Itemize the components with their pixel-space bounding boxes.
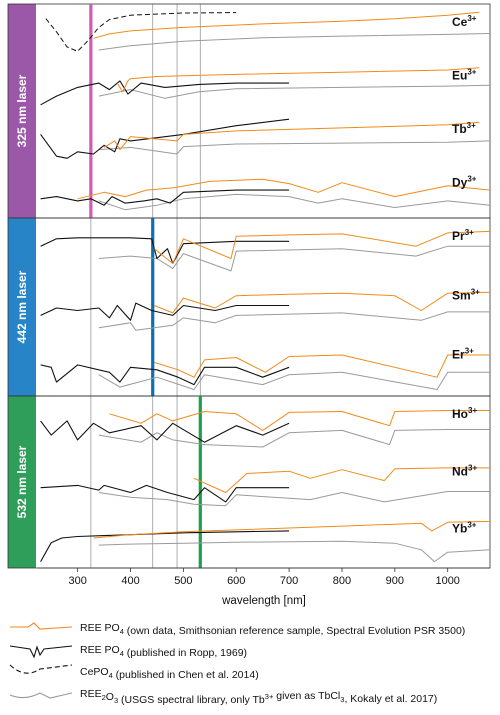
series-ropp-yb <box>40 530 290 562</box>
series-usgs-yb <box>98 540 491 563</box>
spectrum-nd: Nd3+ <box>40 463 490 507</box>
ion-label-pr: Pr3+ <box>452 228 474 243</box>
series-own-yb <box>93 520 491 539</box>
legend-label: REE PO4 (published in Ropp, 1969) <box>80 644 247 659</box>
series-ropp-tb <box>40 118 290 159</box>
legend-swatch <box>9 645 73 659</box>
series-usgs-eu <box>98 84 491 99</box>
series-chen-ce <box>45 12 237 52</box>
legend-swatch <box>10 622 73 630</box>
series-own-ho <box>109 410 490 431</box>
spectrum-dy: Dy3+ <box>40 175 491 211</box>
series-own-nd <box>193 467 490 493</box>
series-ropp-ho <box>40 420 290 443</box>
laser-label: 325 nm laser <box>15 74 29 147</box>
series-own-eu <box>116 67 480 93</box>
panel-strip <box>8 4 36 218</box>
series-usgs-dy <box>98 193 491 211</box>
legend: REE PO4 (own data, Smithsonian reference… <box>9 622 465 706</box>
x-tick-label: 500 <box>174 575 192 587</box>
series-ropp-er <box>40 364 290 386</box>
spectrum-ce: Ce3+ <box>45 11 491 52</box>
series-own-tb <box>103 121 480 151</box>
x-axis: 300 400 500 600 700 800 900 1000 <box>38 567 490 587</box>
spectrum-tb: Tb3+ <box>40 118 491 159</box>
x-tick-label: 800 <box>333 575 351 587</box>
spectrum-eu: Eu3+ <box>40 67 491 106</box>
x-tick-label: 300 <box>68 575 86 587</box>
ion-label-er: Er3+ <box>452 347 474 362</box>
series-own-ce <box>93 11 480 39</box>
series-ropp-pr <box>40 237 290 265</box>
x-tick-label: 1000 <box>435 575 459 587</box>
laser-panels: 325 nm laser Ce3+ Eu3+ Tb3+ Dy3+ 442 nm laser… <box>7 3 491 569</box>
spectrum-sm: Sm3+ <box>40 287 491 331</box>
plot-area <box>38 4 490 568</box>
legend-label: CePO4 (published in Chen et al. 2014) <box>80 666 259 681</box>
series-ropp-nd <box>40 484 290 503</box>
legend-swatch <box>9 664 73 674</box>
x-tick-label: 400 <box>121 575 139 587</box>
series-own-dy <box>77 178 491 200</box>
legend-item-usgs: REE2O3 (USGS spectral library, only Tb3+… <box>9 688 437 706</box>
series-own-sm <box>154 291 491 314</box>
series-ropp-sm <box>40 302 290 321</box>
panel-strip <box>8 396 36 568</box>
x-tick-label: 700 <box>280 575 298 587</box>
panel-strip <box>8 218 36 396</box>
legend-swatch <box>9 692 73 699</box>
series-usgs-tb <box>98 140 491 155</box>
series-own-er <box>154 354 490 378</box>
series-usgs-sm <box>98 311 490 331</box>
spectrum-er: Er3+ <box>40 347 490 390</box>
legend-item-chen: CePO4 (published in Chen et al. 2014) <box>9 664 259 681</box>
ion-label-nd: Nd3+ <box>452 463 477 478</box>
x-tick-label: 600 <box>227 575 245 587</box>
ion-label-sm: Sm3+ <box>452 287 480 302</box>
series-ropp-dy <box>40 189 290 206</box>
ion-label-ho: Ho3+ <box>452 406 477 421</box>
laser-label: 532 nm laser <box>15 445 29 518</box>
ion-label-tb: Tb3+ <box>452 121 476 136</box>
spectrum-pr: Pr3+ <box>40 228 491 272</box>
legend-label: REE PO4 (own data, Smithsonian reference… <box>80 622 465 637</box>
series-usgs-ce <box>98 33 491 51</box>
ion-label-ce: Ce3+ <box>452 14 477 29</box>
ion-label-yb: Yb3+ <box>452 521 477 536</box>
series-own-pr <box>153 230 491 264</box>
spectrum-ho: Ho3+ <box>40 406 490 448</box>
series-usgs-ho <box>98 429 490 448</box>
legend-item-ropp: REE PO4 (published in Ropp, 1969) <box>9 644 247 659</box>
ion-label-eu: Eu3+ <box>452 68 477 83</box>
ion-label-dy: Dy3+ <box>452 175 477 190</box>
laser-label: 442 nm laser <box>15 270 29 343</box>
x-tick-label: 900 <box>386 575 404 587</box>
series-usgs-nd <box>98 491 490 507</box>
series-usgs-pr <box>98 245 490 272</box>
x-axis-label: wavelength [nm] <box>221 595 306 607</box>
spectrum-yb: Yb3+ <box>40 520 491 563</box>
legend-label: REE2O3 (USGS spectral library, only Tb3+… <box>80 688 437 706</box>
panel-532: 532 nm laser Ho3+ Nd3+ Yb3+ <box>7 395 491 569</box>
series-usgs-er <box>98 371 490 390</box>
series-ropp-eu <box>40 80 290 106</box>
legend-item-own: REE PO4 (own data, Smithsonian reference… <box>10 622 465 637</box>
